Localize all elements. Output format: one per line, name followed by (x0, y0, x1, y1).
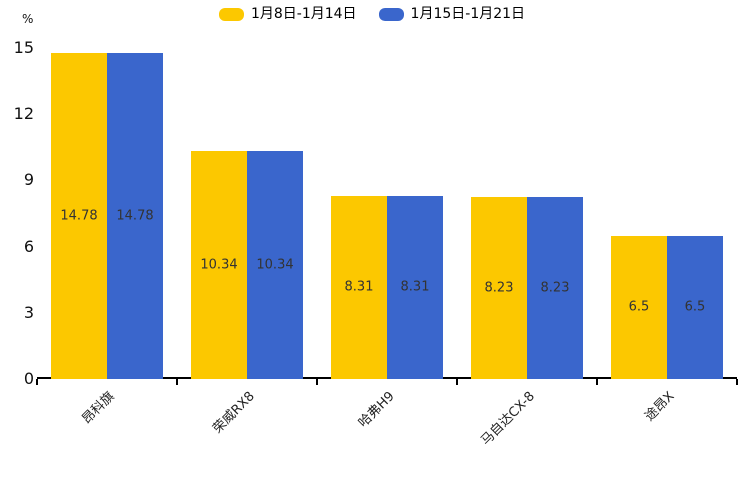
bar (527, 197, 583, 379)
bar (331, 195, 387, 379)
bar (611, 235, 667, 379)
legend-item[interactable]: 1月8日-1月14日 (218, 6, 357, 23)
bar (667, 235, 723, 379)
x-axis-tick (36, 379, 38, 385)
x-category-label: 马自达CX-8 (477, 389, 538, 449)
y-tick-label: 6 (23, 236, 34, 256)
x-category-label: 途昂X (642, 389, 678, 425)
legend: 1月8日-1月14日 1月15日-1月21日 (0, 6, 744, 23)
x-category-label: 昂科旗 (79, 389, 118, 428)
bar-value-label: 8.31 (344, 279, 374, 295)
y-axis-unit-label: % (22, 12, 34, 26)
y-tick-label: 15 (13, 38, 34, 57)
bar-value-label: 6.5 (684, 299, 706, 315)
x-axis-tick (596, 379, 598, 385)
legend-label: 1月15日-1月21日 (410, 6, 526, 22)
y-tick-label: 0 (23, 369, 34, 388)
bar (51, 52, 107, 379)
legend-label: 1月8日-1月14日 (250, 6, 357, 22)
bar-value-label: 10.34 (200, 257, 238, 273)
bar (387, 195, 443, 379)
y-tick-label: 9 (23, 170, 34, 190)
y-tick-label: 3 (23, 302, 34, 322)
x-axis-tick (176, 379, 178, 385)
bar-value-label: 8.31 (400, 279, 430, 295)
x-category-label: 荣威RX8 (210, 389, 258, 437)
bar-value-label: 14.78 (60, 208, 98, 224)
bar-value-label: 6.5 (628, 299, 650, 315)
x-category-label: 哈弗H9 (355, 389, 398, 431)
bar-value-label: 14.78 (116, 208, 154, 224)
legend-item[interactable]: 1月15日-1月21日 (378, 6, 526, 23)
bar (191, 150, 247, 379)
x-axis-tick (456, 379, 458, 385)
bar (247, 150, 303, 379)
x-axis-tick (316, 379, 318, 385)
x-axis-tick (736, 379, 738, 385)
legend-swatch (218, 7, 244, 21)
legend-swatch (378, 7, 404, 21)
bar (107, 52, 163, 379)
y-tick-label: 12 (13, 104, 34, 124)
bar-value-label: 8.23 (484, 280, 514, 296)
bar-value-label: 10.34 (256, 257, 294, 273)
bar-value-label: 8.23 (540, 280, 570, 296)
bar (471, 197, 527, 379)
